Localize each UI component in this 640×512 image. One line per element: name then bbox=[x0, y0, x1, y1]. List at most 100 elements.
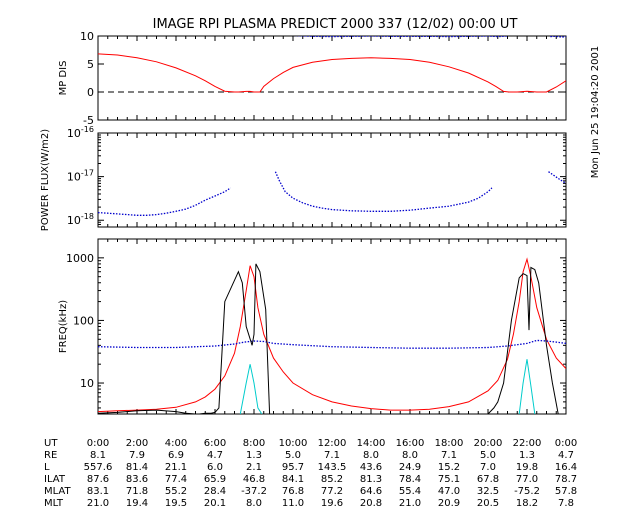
ephemeris-cell: 5.0 bbox=[480, 450, 496, 461]
ephemeris-cell: 1.3 bbox=[246, 450, 262, 461]
ephemeris-cell: 18.2 bbox=[516, 498, 538, 509]
series-black-line bbox=[98, 263, 274, 414]
ephemeris-cell: 21.0 bbox=[87, 498, 109, 509]
x-tick-label: 16:00 bbox=[396, 438, 425, 449]
ephemeris-cell: 95.7 bbox=[282, 462, 304, 473]
ephemeris-row-label: RE bbox=[44, 450, 57, 461]
series-blue-line bbox=[550, 36, 566, 38]
x-tick-label: 6:00 bbox=[204, 438, 226, 449]
ephemeris-cell: 71.8 bbox=[126, 486, 148, 497]
ephemeris-cell: 83.1 bbox=[87, 486, 109, 497]
x-tick-label: 0:00 bbox=[87, 438, 109, 449]
x-tick-label: 20:00 bbox=[474, 438, 503, 449]
ephemeris-cell: 4.7 bbox=[207, 450, 223, 461]
panel-frame bbox=[97, 35, 567, 121]
x-tick-label: 12:00 bbox=[318, 438, 347, 449]
ephemeris-cell: 20.9 bbox=[438, 498, 460, 509]
ephemeris-cell: 8.1 bbox=[90, 450, 106, 461]
ephemeris-cell: 65.9 bbox=[204, 474, 226, 485]
x-tick-label: 8:00 bbox=[243, 438, 265, 449]
y-tick-base: 10 bbox=[67, 127, 81, 140]
series-blue-line bbox=[548, 171, 566, 184]
ephemeris-cell: 8.0 bbox=[402, 450, 418, 461]
ephemeris-cell: 67.8 bbox=[477, 474, 499, 485]
ephemeris-cell: 21.1 bbox=[165, 462, 187, 473]
series-red-line bbox=[98, 53, 566, 93]
y-tick-label: 10-16 bbox=[67, 125, 94, 140]
x-tick-label: 4:00 bbox=[165, 438, 187, 449]
y-tick-label: 1000 bbox=[66, 252, 94, 265]
y-tick-exponent: -17 bbox=[81, 169, 94, 178]
ephemeris-cell: 75.1 bbox=[438, 474, 460, 485]
y-tick-label: 10 bbox=[80, 30, 94, 43]
ephemeris-cell: 7.1 bbox=[441, 450, 457, 461]
series-cyan-line bbox=[239, 364, 263, 414]
ephemeris-cell: 7.0 bbox=[480, 462, 496, 473]
ephemeris-cell: 6.9 bbox=[168, 450, 184, 461]
ephemeris-cell: 7.9 bbox=[129, 450, 145, 461]
y-tick-exponent: -18 bbox=[81, 212, 94, 221]
ephemeris-cell: 43.6 bbox=[360, 462, 382, 473]
ephemeris-cell: 85.2 bbox=[321, 474, 343, 485]
y-tick-label: 100 bbox=[73, 314, 94, 327]
y-tick-base: 10 bbox=[67, 171, 81, 184]
ephemeris-row-label: UT bbox=[44, 438, 58, 449]
ephemeris-row-label: MLAT bbox=[44, 486, 71, 497]
y-tick-exponent: -16 bbox=[81, 125, 94, 134]
ephemeris-cell: 77.2 bbox=[321, 486, 343, 497]
ephemeris-cell: 19.6 bbox=[321, 498, 343, 509]
ephemeris-cell: 21.0 bbox=[399, 498, 421, 509]
ephemeris-cell: 47.0 bbox=[438, 486, 460, 497]
y-tick-label: 5 bbox=[87, 58, 94, 71]
ephemeris-cell: 46.8 bbox=[243, 474, 265, 485]
y-tick-label: 10 bbox=[80, 377, 94, 390]
ephemeris-cell: 84.1 bbox=[282, 474, 304, 485]
y-axis-label: MP DIS bbox=[58, 61, 69, 96]
ephemeris-cell: 55.2 bbox=[165, 486, 187, 497]
ephemeris-cell: 83.6 bbox=[126, 474, 148, 485]
series-blue-line bbox=[292, 36, 508, 38]
ephemeris-cell: 16.4 bbox=[555, 462, 577, 473]
x-tick-label: 18:00 bbox=[435, 438, 464, 449]
ephemeris-cell: 24.9 bbox=[399, 462, 421, 473]
series-cyan-line bbox=[518, 359, 536, 414]
ephemeris-row-label: L bbox=[44, 462, 50, 473]
ephemeris-cell: 5.0 bbox=[285, 450, 301, 461]
panel-freq: 1000 100 10 FREQ(kHz) bbox=[58, 238, 567, 415]
x-tick-label: 0:00 bbox=[555, 438, 577, 449]
ephemeris-cell: -37.2 bbox=[241, 486, 267, 497]
ephemeris-row-label: MLT bbox=[44, 498, 64, 509]
ephemeris-cell: 19.5 bbox=[165, 498, 187, 509]
panel-mp: 10 5 0 -5 MP DIS bbox=[58, 30, 567, 127]
plot-title: IMAGE RPI PLASMA PREDICT 2000 337 (12/02… bbox=[153, 17, 518, 32]
ephemeris-cell: -75.2 bbox=[514, 486, 540, 497]
ephemeris-cell: 28.4 bbox=[204, 486, 226, 497]
ephemeris-cell: 77.0 bbox=[516, 474, 538, 485]
y-tick-label: 10-18 bbox=[67, 212, 94, 227]
ephemeris-cell: 7.1 bbox=[324, 450, 340, 461]
y-tick-base: 10 bbox=[67, 214, 81, 227]
ephemeris-cell: 8.0 bbox=[363, 450, 379, 461]
ephemeris-cell: 64.6 bbox=[360, 486, 382, 497]
ephemeris-cell: 19.8 bbox=[516, 462, 538, 473]
ephemeris-cell: 20.1 bbox=[204, 498, 226, 509]
ephemeris-cell: 2.1 bbox=[246, 462, 262, 473]
x-tick-label: 22:00 bbox=[513, 438, 542, 449]
x-tick-label: 2:00 bbox=[126, 438, 148, 449]
ephemeris-cell: 20.8 bbox=[360, 498, 382, 509]
y-tick-label: 10-17 bbox=[67, 169, 94, 184]
ephemeris-cell: 7.8 bbox=[558, 498, 574, 509]
y-axis-label: POWER FLUX(W/m2) bbox=[40, 129, 51, 231]
ephemeris-cell: 557.6 bbox=[84, 462, 113, 473]
ephemeris-cell: 32.5 bbox=[477, 486, 499, 497]
ephemeris-cell: 87.6 bbox=[87, 474, 109, 485]
panel-frame bbox=[97, 238, 567, 415]
timestamp-stamp: Mon Jun 25 19:04:20 2001 bbox=[590, 46, 601, 179]
ephemeris-cell: 11.0 bbox=[282, 498, 304, 509]
ephemeris-row-label: ILAT bbox=[44, 474, 66, 485]
ephemeris-cell: 8.0 bbox=[246, 498, 262, 509]
ephemeris-cell: 76.8 bbox=[282, 486, 304, 497]
ephemeris-cell: 55.4 bbox=[399, 486, 421, 497]
